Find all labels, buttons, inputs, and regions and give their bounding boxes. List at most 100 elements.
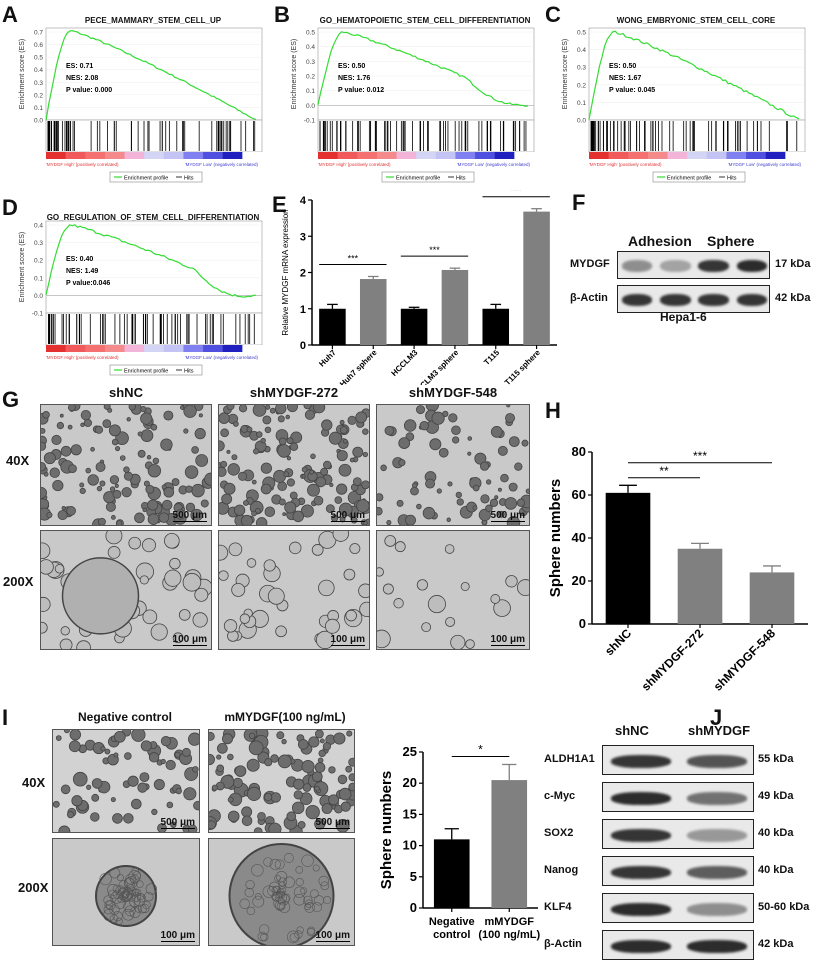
cell [308,736,320,748]
cell [79,487,86,495]
cell [307,926,316,935]
cell [109,867,121,879]
cell [333,732,346,745]
cell [438,447,449,458]
cell [339,419,345,425]
cell [153,779,165,791]
panel-letter: J [710,705,723,730]
cell [130,874,140,884]
y-tick-label: 0.2 [34,92,43,99]
cell [209,820,216,830]
cell [343,438,348,444]
micrograph: 100 μm [40,530,212,650]
cell [300,504,314,518]
cell [234,765,247,777]
cell [274,859,285,870]
band [610,940,672,953]
micrograph-cells [209,730,354,832]
micrograph: 100 μm [52,838,200,946]
cell [377,629,391,649]
gsea-stat: NES: 1.49 [66,268,98,275]
y-axis-label: Enrichment score (ES) [19,39,26,109]
micrograph-cells [95,865,157,927]
y-tick-label: 25 [403,744,417,759]
cell [80,409,92,421]
cell [122,908,135,921]
enrichment-curve [45,30,257,122]
cell [60,784,71,795]
rank-color-segment [65,345,86,352]
band [736,294,768,307]
cell [405,514,416,525]
y-tick-label: 0.1 [34,275,43,282]
cell [315,630,335,649]
bar [433,839,470,908]
panel-letter: C [545,2,561,27]
cell [277,444,291,458]
cell [277,481,287,492]
cell [232,777,243,788]
y-axis-label: Sphere numbers [547,479,564,597]
cell [361,480,369,490]
cell [169,557,181,570]
rank-color-segment [46,345,67,352]
bar [491,780,528,908]
cell [295,877,304,887]
cell [251,864,264,877]
cell [175,509,186,520]
y-tick-label: 3 [300,231,306,243]
rank-color-segment [318,152,339,159]
cell [103,895,114,906]
kda-label: 40 kDa [758,864,794,876]
y-tick-label: 80 [572,444,586,459]
cell [114,483,119,488]
cell [238,471,248,481]
cell [98,517,106,525]
cell [467,436,473,441]
cell [310,889,319,899]
cell [49,467,60,478]
cell [125,876,138,889]
cell [233,421,239,427]
cell [500,473,509,483]
cell [431,411,445,425]
rank-color-segment [475,152,496,159]
panel-j: J shNC shMYDGF ALDH1A1 55 kDa c-Myc 49 kDa S… [540,705,825,960]
scale-bar: 100 μm [490,634,525,646]
cell [227,463,240,476]
y-tick-label: 20 [403,775,417,790]
y-tick-label: 10 [403,838,417,853]
cell [257,931,268,942]
cell [286,456,292,461]
cell [246,758,260,772]
cell [322,742,332,751]
gsea-stat: P value: 0.000 [66,87,112,94]
cell [293,893,306,906]
bar [605,492,651,624]
x-tick-label: Huh7 [317,348,338,369]
cell [165,759,176,771]
cell [398,459,406,467]
cell [115,917,123,925]
cell [263,857,273,867]
row-label: 40X [22,775,46,790]
cell [70,444,82,456]
cell [60,445,72,457]
cell [517,579,529,596]
column-label: shNC [615,723,649,738]
hits-frame [317,119,535,153]
micrograph: 100 μm [208,838,355,946]
rank-color-segment [183,152,204,159]
cell [340,801,351,812]
gsea-title: WONG_EMBRYONIC_STEM_CELL_CORE [616,16,776,25]
cell [291,801,305,815]
cell [76,640,91,649]
cell [310,453,316,460]
cell [239,898,250,909]
kda-label: 50-60 kDa [758,901,810,913]
cell [244,887,255,898]
cell [112,889,122,899]
cell [216,754,222,760]
cell [325,504,335,514]
